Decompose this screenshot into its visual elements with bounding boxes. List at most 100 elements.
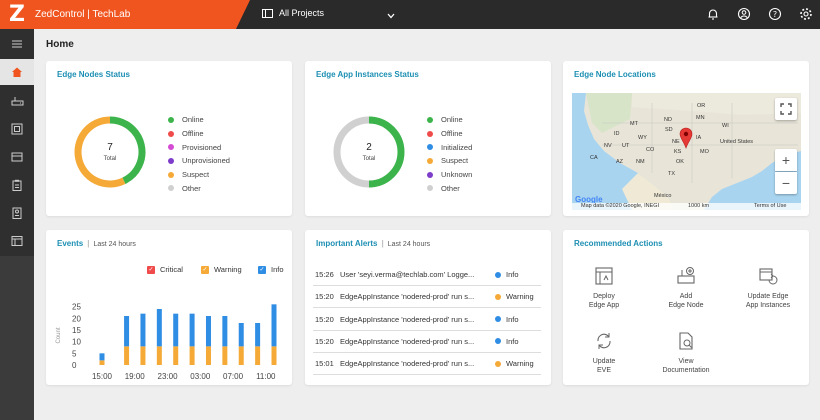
menu-toggle[interactable]	[0, 31, 34, 57]
map-terms-link[interactable]: Terms of Use	[754, 203, 787, 209]
action-line1: Update	[592, 358, 616, 365]
action-line2: Edge App	[588, 302, 620, 309]
sidebar-item-storage[interactable]	[0, 144, 34, 170]
bar-info[interactable]	[205, 316, 211, 347]
bar-info[interactable]	[238, 323, 244, 347]
alert-row[interactable]: 15:20 EdgeAppInstance 'nodered-prod' run …	[313, 331, 541, 353]
alert-message: EdgeAppInstance 'nodered-prod' run s...	[340, 359, 475, 369]
bar-info[interactable]	[271, 304, 277, 347]
locations-map[interactable]: OR MT ND MN SD WI WY ID NE IA United Sta…	[572, 93, 801, 210]
id-card-icon	[12, 207, 22, 219]
bar-info[interactable]	[222, 316, 228, 347]
bar-info[interactable]	[99, 353, 105, 361]
edge-apps-segment-online[interactable]	[368, 116, 405, 188]
x-tick-label: 23:00	[158, 372, 179, 381]
edge-nodes-legend-item: Provisioned	[168, 140, 230, 154]
legend-label: Initialized	[441, 142, 473, 152]
edge-nodes-segment-online[interactable]	[109, 116, 146, 184]
status-dot	[427, 185, 433, 192]
sidebar	[0, 29, 34, 420]
project-selector[interactable]: All Projects	[262, 8, 395, 19]
checkbox-info[interactable]: ✓	[258, 265, 266, 274]
alert-row[interactable]: 15:26 User 'seyi.verma@techlab.com' Logge…	[313, 264, 541, 286]
gear-icon[interactable]	[799, 7, 813, 21]
severity-dot	[495, 316, 501, 323]
page-title: Home	[46, 39, 74, 50]
bar-info[interactable]	[124, 316, 130, 347]
legend-warning[interactable]: ✓ Warning	[201, 265, 242, 274]
bar-info[interactable]	[255, 323, 261, 347]
bar-info[interactable]	[189, 313, 195, 347]
status-dot	[168, 130, 174, 137]
deploy-edge-app-action[interactable]: Deploy Edge App	[569, 266, 639, 310]
x-tick-label: 15:00	[92, 372, 113, 381]
bar-warning[interactable]	[189, 346, 195, 365]
map-label-nm: NM	[636, 159, 645, 165]
sidebar-item-edge-nodes[interactable]	[0, 88, 34, 114]
update-eve-action[interactable]: Update EVE	[569, 331, 639, 375]
map-label-mt: MT	[630, 121, 638, 127]
bar-info[interactable]	[140, 313, 146, 347]
edge-apps-segment-other[interactable]	[333, 116, 370, 188]
legend-info[interactable]: ✓ Info	[258, 265, 284, 274]
bar-warning[interactable]	[238, 346, 244, 365]
update-edge-app-instances-action[interactable]: Update Edge App Instances	[733, 266, 803, 310]
view-documentation-action[interactable]: View Documentation	[651, 331, 721, 375]
sidebar-item-users[interactable]	[0, 200, 34, 226]
events-chart: 0 5 10 15 20 25 Count 15:00 19:00 23:00 03:00 07:00…	[56, 303, 277, 381]
edge-nodes-segment-suspect[interactable]	[74, 116, 126, 188]
legend-label: Suspect	[441, 156, 469, 166]
legend-label: Online	[441, 115, 463, 125]
bar-warning[interactable]	[205, 346, 211, 365]
severity-label: Warning	[506, 359, 534, 369]
bar-warning[interactable]	[140, 346, 146, 365]
actions-card: Recommended Actions	[563, 230, 809, 385]
bar-warning[interactable]	[271, 346, 277, 365]
edge-nodes-total: 7	[107, 142, 113, 153]
map-scale: 1000 km	[688, 203, 710, 209]
legend-critical[interactable]: ✓ Critical	[147, 265, 183, 274]
severity-dot	[495, 293, 501, 300]
alert-row[interactable]: 15:20 EdgeAppInstance 'nodered-prod' run …	[313, 309, 541, 331]
action-line1: Update Edge	[747, 293, 789, 300]
fullscreen-button[interactable]	[775, 98, 797, 120]
bar-info[interactable]	[173, 313, 179, 347]
bar-warning[interactable]	[156, 346, 162, 365]
checkbox-warning[interactable]: ✓	[201, 265, 209, 274]
documentation-icon	[679, 332, 693, 350]
sidebar-item-projects[interactable]	[0, 228, 34, 254]
bar-warning[interactable]	[255, 346, 261, 365]
user-icon[interactable]	[737, 7, 751, 21]
brand[interactable]: Z ZedControl | TechLab	[0, 0, 250, 29]
y-tick-label: 25	[72, 303, 81, 312]
map-label-us: United States	[720, 139, 754, 145]
bar-warning[interactable]	[124, 346, 130, 365]
alert-row[interactable]: 15:20 EdgeAppInstance 'nodered-prod' run …	[313, 286, 541, 309]
map-label-nd: ND	[664, 117, 672, 123]
add-edge-node-action[interactable]: Add Edge Node	[651, 266, 721, 310]
location-pin-icon[interactable]	[679, 127, 693, 149]
sidebar-item-reports[interactable]	[0, 172, 34, 198]
sidebar-item-home[interactable]	[0, 59, 34, 85]
legend-label: Critical	[160, 265, 183, 274]
events-subtitle: Last 24 hours	[93, 241, 136, 248]
edge-node-icon	[11, 97, 23, 106]
alert-row[interactable]: 15:01 EdgeAppInstance 'nodered-prod' run …	[313, 353, 541, 376]
checkbox-critical[interactable]: ✓	[147, 265, 155, 274]
y-tick-label: 15	[72, 326, 81, 335]
bar-warning[interactable]	[173, 346, 179, 365]
sidebar-item-apps[interactable]	[0, 116, 34, 142]
bar-warning[interactable]	[222, 346, 228, 365]
logo: Z	[9, 2, 25, 27]
status-dot	[168, 144, 174, 151]
zoom-in-button[interactable]: +	[775, 149, 797, 171]
severity-label: Info	[506, 314, 519, 324]
zoom-out-button[interactable]: −	[775, 172, 797, 194]
help-icon[interactable]: ?	[768, 7, 782, 21]
bar-warning[interactable]	[99, 360, 105, 365]
bell-icon[interactable]	[706, 7, 720, 21]
chevron-down-icon	[387, 13, 395, 19]
bar-info[interactable]	[156, 309, 162, 347]
alert-message: EdgeAppInstance 'nodered-prod' run s...	[340, 314, 475, 324]
project-selector-label: All Projects	[279, 8, 325, 18]
